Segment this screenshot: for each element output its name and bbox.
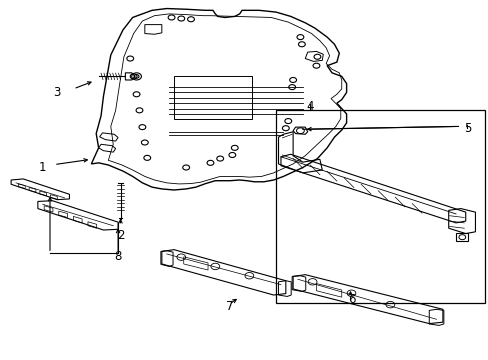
Text: 3: 3 bbox=[54, 86, 61, 99]
Bar bbox=[276, 111, 484, 303]
Text: 8: 8 bbox=[114, 250, 122, 263]
Text: 1: 1 bbox=[39, 161, 46, 174]
Text: 7: 7 bbox=[226, 300, 233, 313]
Text: 6: 6 bbox=[347, 293, 354, 306]
Text: 2: 2 bbox=[117, 229, 124, 242]
Text: 4: 4 bbox=[306, 100, 313, 113]
Text: 5: 5 bbox=[464, 122, 471, 135]
